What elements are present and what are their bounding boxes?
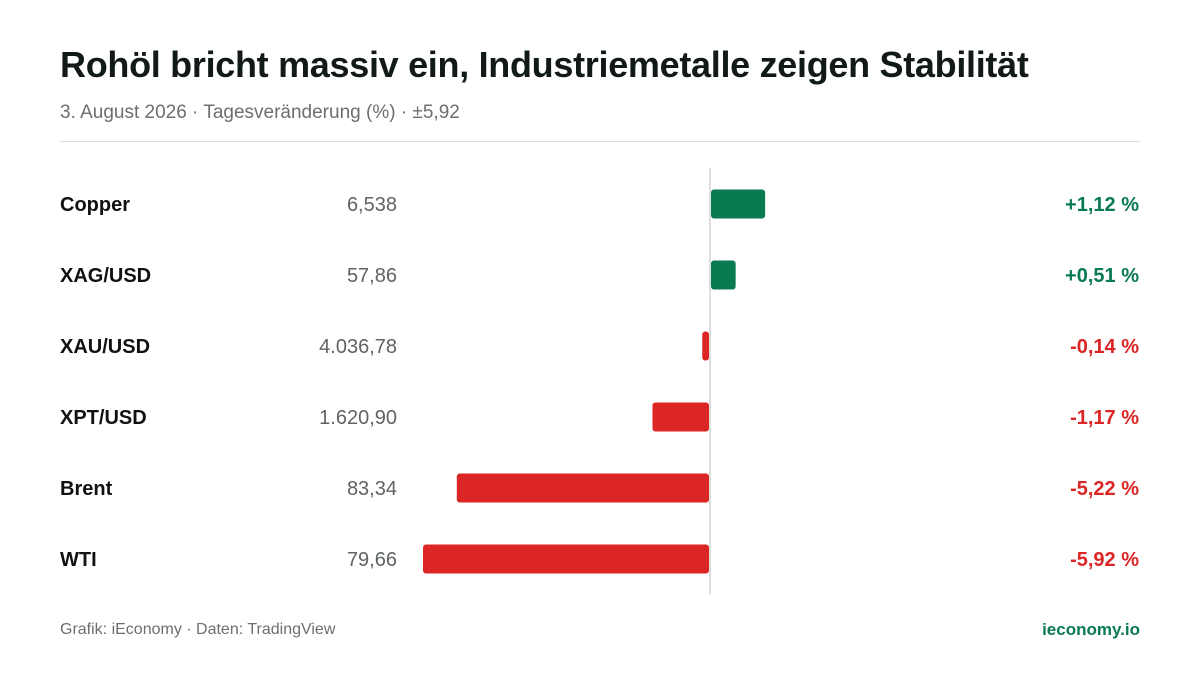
value-label: -5,92 %: [1070, 549, 1139, 571]
category-label: WTI: [60, 549, 97, 571]
price-label: 1.620,90: [319, 407, 397, 429]
brand-link[interactable]: ieconomy.io: [1042, 620, 1140, 639]
value-label: +0,51 %: [1065, 265, 1139, 287]
category-label: XPT/USD: [60, 407, 147, 429]
chart-subtitle: 3. August 2026 · Tagesveränderung (%) · …: [60, 102, 460, 123]
bar-xpt-usd: [652, 402, 709, 432]
bar-brent: [456, 473, 709, 503]
source-note: Grafik: iEconomy · Daten: TradingView: [60, 621, 336, 638]
value-label: -5,22 %: [1070, 478, 1139, 500]
bar-xau-usd: [702, 331, 709, 361]
bar-copper: [711, 189, 766, 219]
category-label: Brent: [60, 478, 113, 500]
header-divider: [60, 141, 1140, 142]
bar-xag-usd: [711, 260, 736, 290]
category-label: XAG/USD: [60, 265, 151, 287]
price-label: 4.036,78: [319, 336, 397, 358]
bar-wti: [423, 544, 709, 574]
chart-title: Rohöl bricht massiv ein, Industriemetall…: [60, 44, 1029, 85]
price-label: 57,86: [347, 265, 397, 287]
value-label: -1,17 %: [1070, 407, 1139, 429]
value-label: -0,14 %: [1070, 336, 1139, 358]
price-label: 6,538: [347, 194, 397, 216]
category-label: Copper: [60, 194, 130, 216]
category-label: XAU/USD: [60, 336, 150, 358]
price-label: 83,34: [347, 478, 397, 500]
price-label: 79,66: [347, 549, 397, 571]
value-label: +1,12 %: [1065, 194, 1139, 216]
bar-chart: Copper 6,538 +1,12 % XAG/USD 57,86 +0,51 % XAU…: [60, 168, 1139, 594]
